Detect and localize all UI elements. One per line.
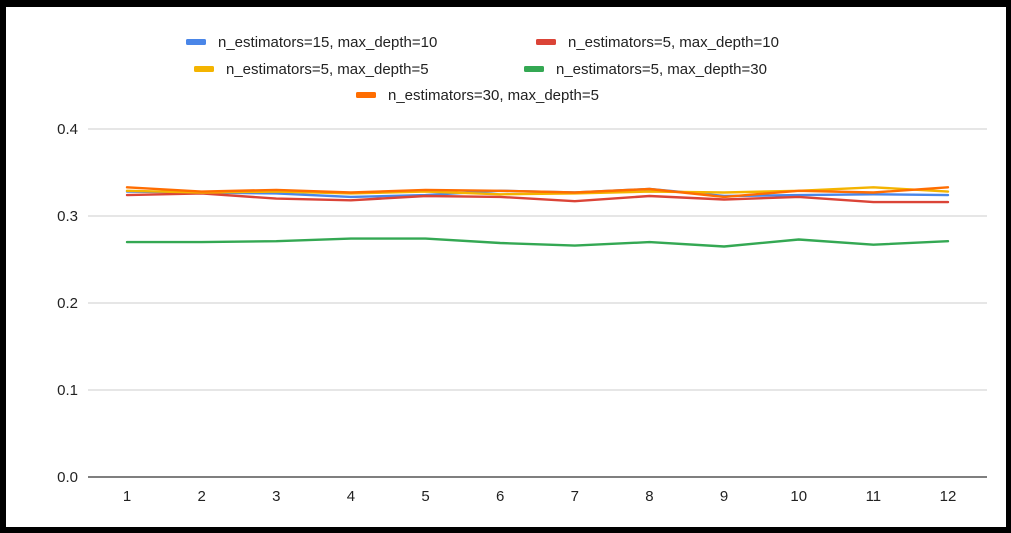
x-tick-label: 5 bbox=[421, 488, 429, 505]
x-tick-label: 7 bbox=[571, 488, 579, 505]
legend-swatch bbox=[194, 66, 214, 72]
y-tick-label: 0.0 bbox=[57, 469, 78, 486]
y-tick-label: 0.1 bbox=[57, 382, 78, 399]
x-tick-label: 8 bbox=[645, 488, 653, 505]
legend-item: n_estimators=30, max_depth=5 bbox=[356, 87, 599, 104]
x-tick-label: 3 bbox=[272, 488, 280, 505]
legend-label: n_estimators=30, max_depth=5 bbox=[388, 87, 599, 104]
x-tick-label: 2 bbox=[197, 488, 205, 505]
legend-label: n_estimators=5, max_depth=30 bbox=[556, 61, 767, 78]
x-tick-label: 4 bbox=[347, 488, 355, 505]
x-tick-label: 12 bbox=[940, 488, 957, 505]
legend-swatch bbox=[536, 39, 556, 45]
legend-item: n_estimators=5, max_depth=30 bbox=[524, 61, 767, 78]
series-line-4 bbox=[125, 237, 950, 248]
legend-item: n_estimators=5, max_depth=5 bbox=[194, 61, 429, 78]
series-lines bbox=[125, 186, 950, 248]
legend-label: n_estimators=15, max_depth=10 bbox=[218, 34, 437, 51]
legend: n_estimators=15, max_depth=10 n_estimator… bbox=[186, 34, 779, 104]
y-tick-label: 0.3 bbox=[57, 208, 78, 225]
gridlines bbox=[88, 128, 987, 478]
legend-item: n_estimators=15, max_depth=10 bbox=[186, 34, 437, 51]
legend-label: n_estimators=5, max_depth=10 bbox=[568, 34, 779, 51]
x-tick-label: 11 bbox=[866, 488, 882, 505]
legend-swatch bbox=[356, 92, 376, 98]
legend-swatch bbox=[186, 39, 206, 45]
legend-swatch bbox=[524, 66, 544, 72]
x-tick-label: 6 bbox=[496, 488, 504, 505]
x-tick-label: 9 bbox=[720, 488, 728, 505]
y-tick-label: 0.4 bbox=[57, 121, 78, 138]
series-line-5 bbox=[125, 186, 950, 199]
x-axis-tick-labels: 1 2 3 4 5 6 7 8 9 10 11 12 bbox=[123, 488, 957, 505]
series-line-2 bbox=[125, 192, 950, 204]
legend-label: n_estimators=5, max_depth=5 bbox=[226, 61, 429, 78]
y-axis-tick-labels: 0.0 0.1 0.2 0.3 0.4 bbox=[57, 121, 78, 486]
x-tick-label: 1 bbox=[123, 488, 131, 505]
y-tick-label: 0.2 bbox=[57, 295, 78, 312]
x-tick-label: 10 bbox=[790, 488, 807, 505]
legend-item: n_estimators=5, max_depth=10 bbox=[536, 34, 779, 51]
